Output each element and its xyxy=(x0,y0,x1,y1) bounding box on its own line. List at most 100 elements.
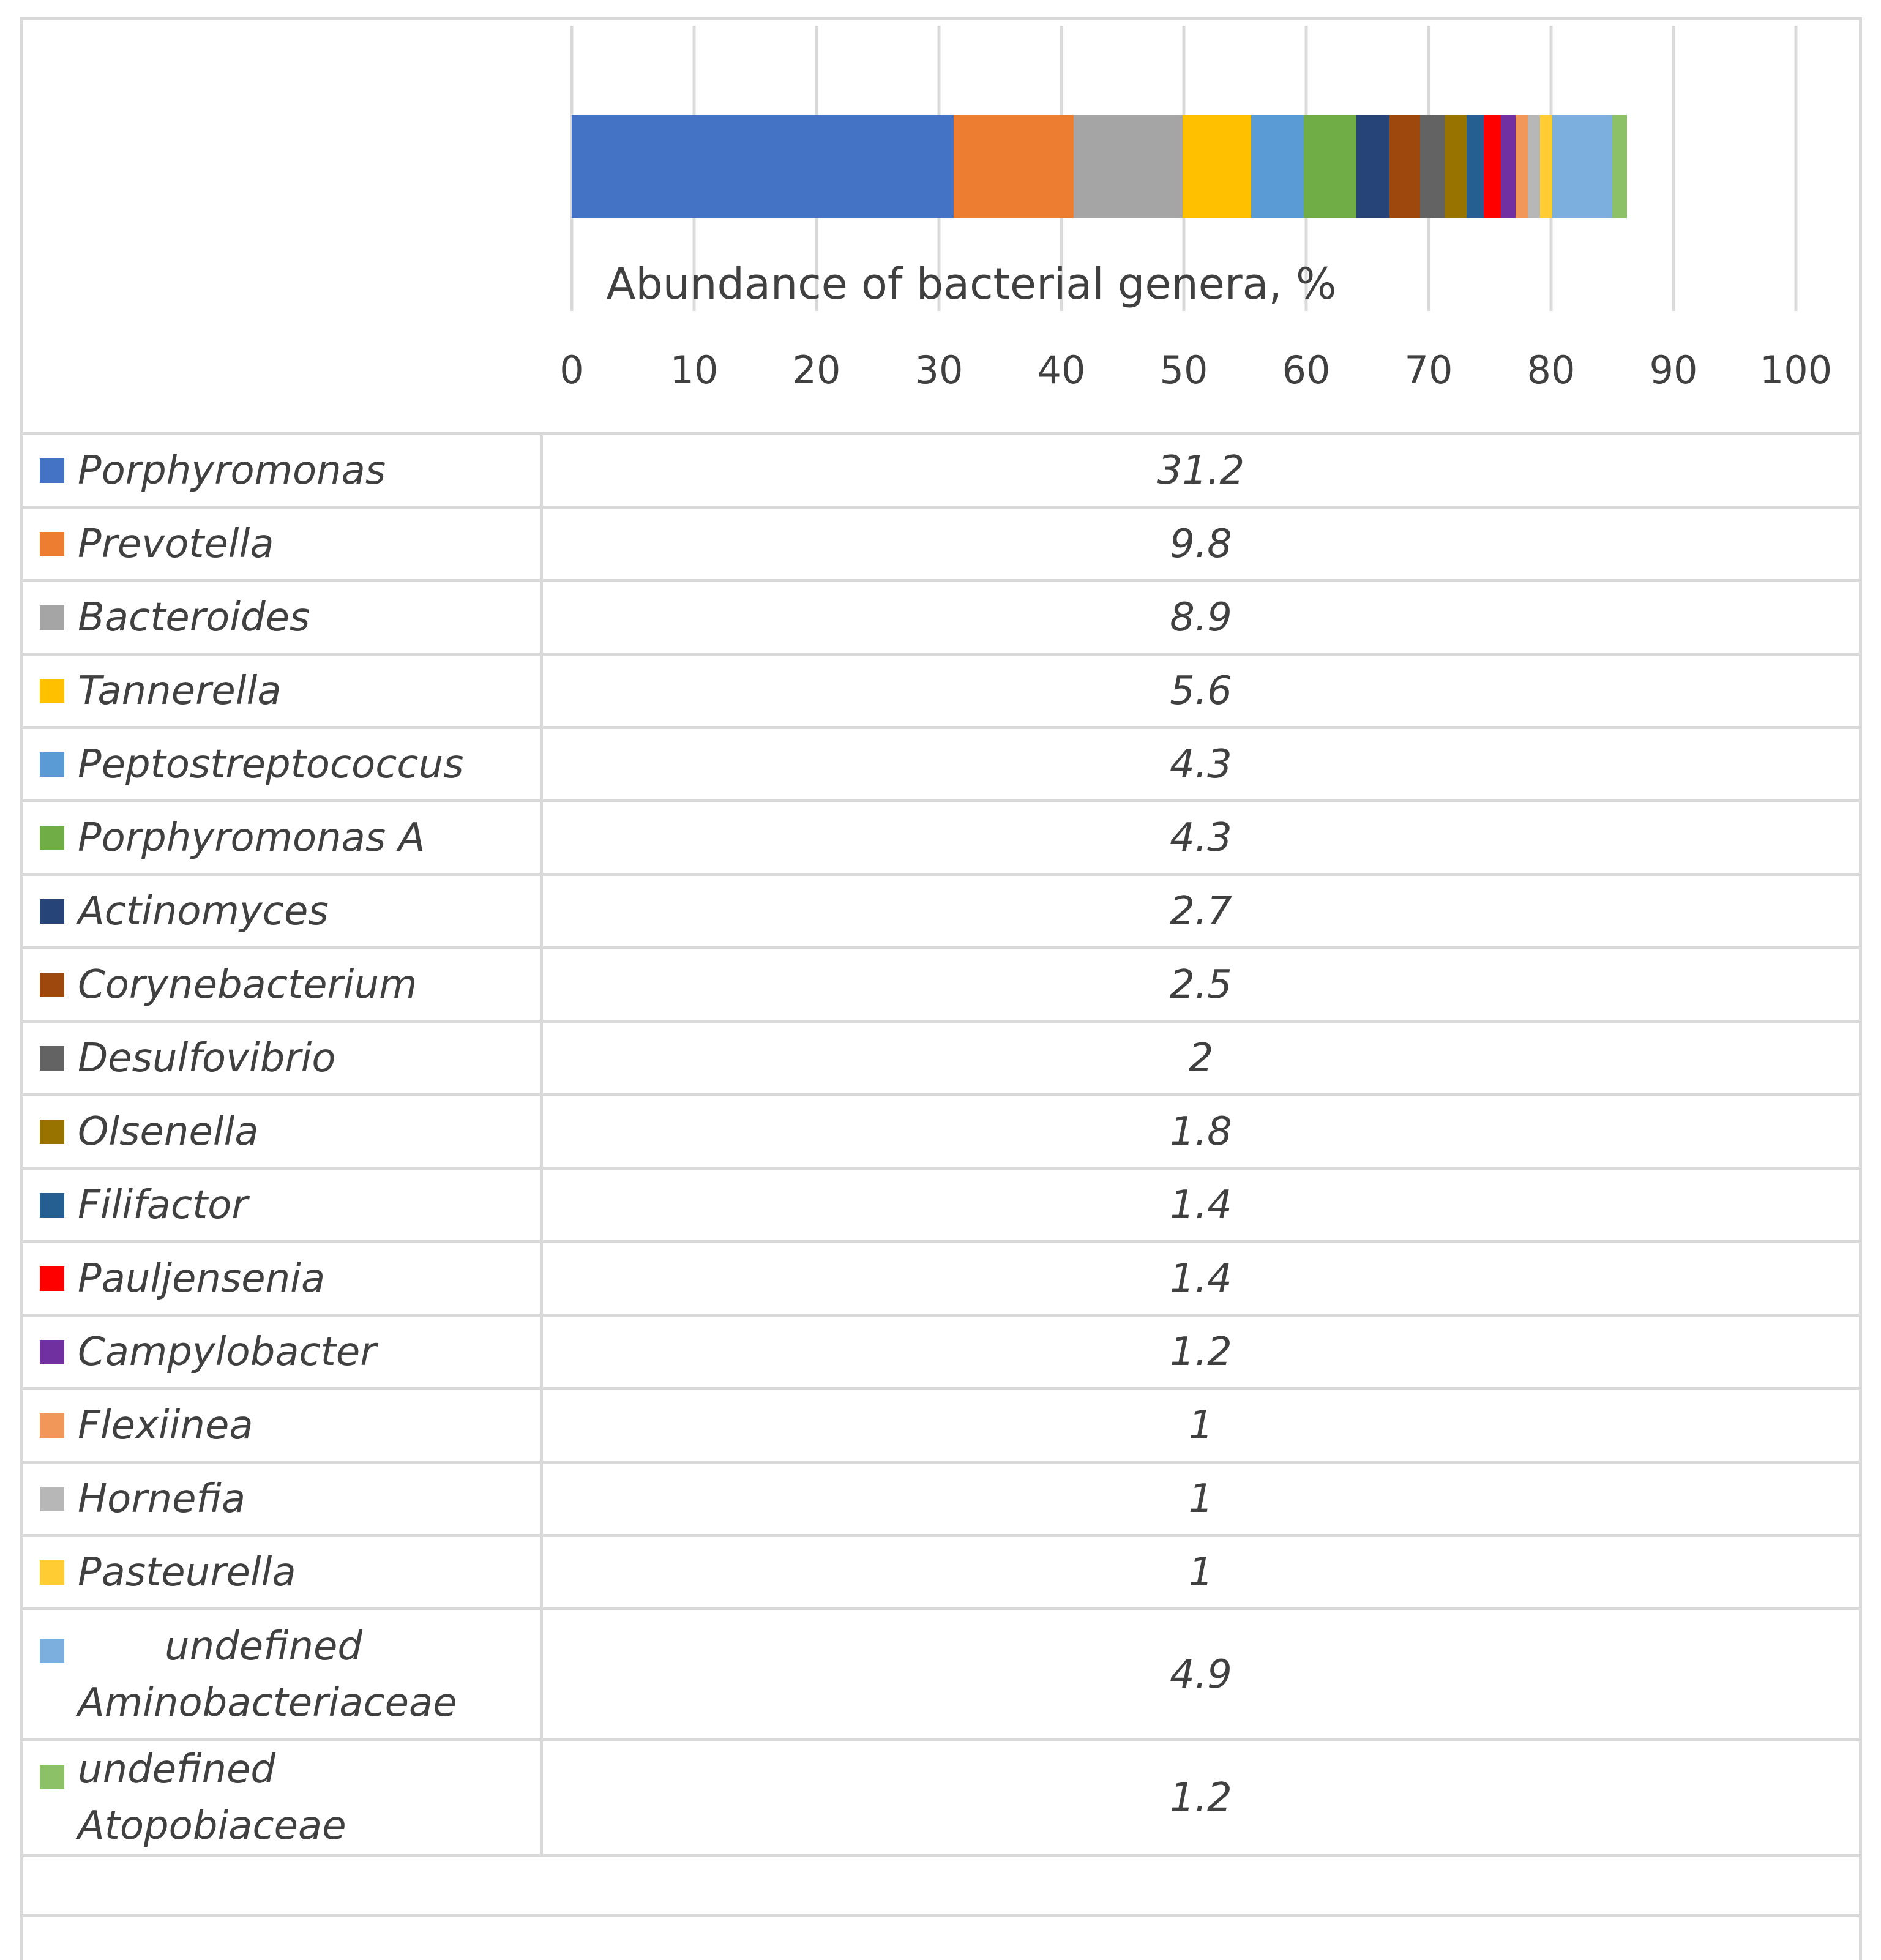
genus-cell: Corynebacterium xyxy=(20,946,543,1023)
genus-label: undefined Atopobiaceae xyxy=(78,1747,346,1849)
abundance-value: 1.2 xyxy=(540,1738,1862,1857)
genus-label: undefined Aminobacteriaceae xyxy=(78,1623,457,1726)
genus-cell: Actinomyces xyxy=(20,873,543,949)
legend-swatch xyxy=(40,1413,64,1438)
x-tick-label: 90 xyxy=(1650,348,1698,392)
genus-cell: undefined Aminobacteriaceae xyxy=(20,1607,543,1741)
bar-segment-pauljensenia xyxy=(1484,115,1501,218)
bar-segment-undefined-aminobacteriaceae xyxy=(1552,115,1612,218)
x-tick-label: 0 xyxy=(559,348,583,392)
table-row: Olsenella 1.8 xyxy=(20,1093,1862,1170)
abundance-value: 8.9 xyxy=(540,579,1862,656)
bar-segment-tannerella xyxy=(1183,115,1251,218)
table-row: undefined Atopobiaceae 1.2 xyxy=(20,1738,1862,1857)
legend-swatch xyxy=(40,1765,64,1789)
genus-label: Corynebacterium xyxy=(78,962,417,1008)
empty-row xyxy=(20,1854,1862,1960)
legend-swatch xyxy=(40,1046,64,1071)
abundance-value: 5.6 xyxy=(540,653,1862,729)
legend-swatch xyxy=(40,752,64,777)
genus-cell: Pasteurella xyxy=(20,1534,543,1610)
abundance-value: 2.7 xyxy=(540,873,1862,949)
x-tick-label: 40 xyxy=(1038,348,1086,392)
abundance-value: 1 xyxy=(540,1387,1862,1464)
bar-segment-porphyromonas-a xyxy=(1304,115,1356,218)
genus-label: Actinomyces xyxy=(78,888,329,934)
bar-segment-filifactor xyxy=(1467,115,1484,218)
table-row: Corynebacterium 2.5 xyxy=(20,946,1862,1023)
genus-label: Bacteroides xyxy=(78,594,310,640)
table-row: Filifactor 1.4 xyxy=(20,1167,1862,1243)
abundance-value: 2 xyxy=(540,1020,1862,1096)
abundance-value: 1.4 xyxy=(540,1167,1862,1243)
table-row: Peptostreptococcus 4.3 xyxy=(20,726,1862,802)
legend-swatch xyxy=(40,1487,64,1511)
legend-swatch xyxy=(40,1639,64,1663)
x-tick-label: 80 xyxy=(1527,348,1576,392)
table-row: Actinomyces 2.7 xyxy=(20,873,1862,949)
table-row: Pasteurella 1 xyxy=(20,1534,1862,1610)
table-row: Pauljensenia 1.4 xyxy=(20,1240,1862,1317)
bar-segment-olsenella xyxy=(1445,115,1467,218)
data-table: Porphyromonas 31.2 Prevotella 9.8 Bacteroide… xyxy=(20,432,1862,1960)
bar-segment-campylobacter xyxy=(1501,115,1516,218)
legend-swatch xyxy=(40,1560,64,1585)
bar-segment-flexiinea xyxy=(1516,115,1528,218)
legend-swatch xyxy=(40,605,64,630)
genus-cell: Filifactor xyxy=(20,1167,543,1243)
genus-label: Prevotella xyxy=(78,521,274,567)
genus-cell: undefined Atopobiaceae xyxy=(20,1738,543,1857)
genus-label: Olsenella xyxy=(78,1109,259,1154)
genus-label: Flexiinea xyxy=(78,1402,253,1448)
bar-segment-bacteroides xyxy=(1074,115,1183,218)
table-row: Hornefia 1 xyxy=(20,1461,1862,1537)
genus-cell: Porphyromonas xyxy=(20,432,543,509)
stacked-bar xyxy=(572,115,1627,218)
abundance-value: 2.5 xyxy=(540,946,1862,1023)
genus-cell: Olsenella xyxy=(20,1093,543,1170)
x-tick-label: 10 xyxy=(670,348,719,392)
chart-area: Abundance of bacterial genera, % 0 10 20 30… xyxy=(559,26,1832,392)
x-tick-label: 100 xyxy=(1760,348,1832,392)
table-row: Porphyromonas A 4.3 xyxy=(20,799,1862,876)
abundance-value: 31.2 xyxy=(540,432,1862,509)
table-row: Tannerella 5.6 xyxy=(20,653,1862,729)
genus-label: Peptostreptococcus xyxy=(78,741,464,787)
table-row: Prevotella 9.8 xyxy=(20,506,1862,582)
genus-cell: Tannerella xyxy=(20,653,543,729)
abundance-value: 1.8 xyxy=(540,1093,1862,1170)
x-axis-tick-labels: 0 10 20 30 40 50 60 70 80 90 100 xyxy=(559,348,1832,392)
bar-segment-hornefia xyxy=(1528,115,1540,218)
genus-label: Hornefia xyxy=(78,1476,246,1522)
legend-swatch xyxy=(40,1120,64,1144)
x-tick-label: 70 xyxy=(1405,348,1453,392)
table-row: Flexiinea 1 xyxy=(20,1387,1862,1464)
legend-swatch xyxy=(40,679,64,703)
legend-swatch xyxy=(40,458,64,483)
bar-segment-corynebacterium xyxy=(1389,115,1420,218)
x-tick-label: 30 xyxy=(915,348,963,392)
bar-segment-prevotella xyxy=(954,115,1074,218)
genus-label: Porphyromonas A xyxy=(78,815,425,861)
abundance-value: 9.8 xyxy=(540,506,1862,582)
genus-label: Tannerella xyxy=(78,668,282,714)
legend-swatch xyxy=(40,1266,64,1291)
genus-cell: Bacteroides xyxy=(20,579,543,656)
table-row: Campylobacter 1.2 xyxy=(20,1314,1862,1390)
table-row: undefined Aminobacteriaceae 4.9 xyxy=(20,1607,1862,1741)
x-axis-title: Abundance of bacterial genera, % xyxy=(606,259,1336,309)
legend-swatch xyxy=(40,1340,64,1364)
abundance-value: 1.2 xyxy=(540,1314,1862,1390)
genus-label: Desulfovibrio xyxy=(78,1035,336,1081)
genus-cell: Pauljensenia xyxy=(20,1240,543,1317)
table-row: Bacteroides 8.9 xyxy=(20,579,1862,656)
abundance-value: 1 xyxy=(540,1534,1862,1610)
genus-cell: Hornefia xyxy=(20,1461,543,1537)
legend-swatch xyxy=(40,899,64,924)
genus-cell: Prevotella xyxy=(20,506,543,582)
x-tick-label: 60 xyxy=(1282,348,1331,392)
table-row: Porphyromonas 31.2 xyxy=(20,432,1862,509)
genus-cell: Campylobacter xyxy=(20,1314,543,1390)
legend-swatch xyxy=(40,1193,64,1218)
legend-swatch xyxy=(40,532,64,556)
